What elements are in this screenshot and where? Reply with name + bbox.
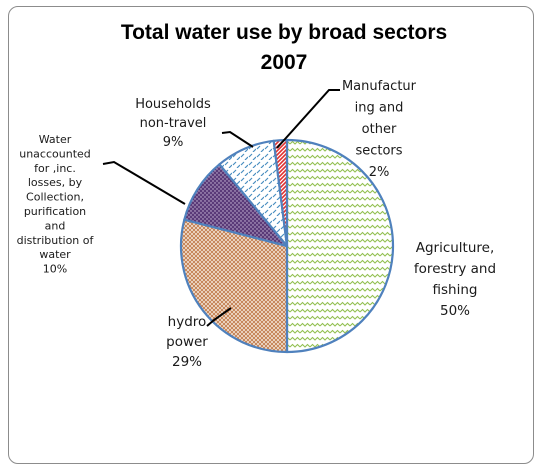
slice-label-line: distribution of <box>17 234 95 247</box>
slice-label-line: hydro <box>168 314 207 330</box>
slice-label-line: Water <box>39 133 72 146</box>
slice-label-line: ing and <box>355 101 404 116</box>
pie-slices <box>179 138 395 354</box>
slice-label-line: Households <box>135 97 211 112</box>
slice-label-line: sectors <box>355 144 402 159</box>
pie-slice-agriculture-forestry-and-fishing <box>285 138 395 354</box>
slice-label-water-unaccounted-for-inc-losses-by-collection-purification-and-distribution-of-water: Water unaccounted for ,inc. losses, by Colle… <box>17 133 95 276</box>
chart-title-line-2: 2007 <box>261 51 308 74</box>
slice-label-line: for ,inc. <box>34 162 76 175</box>
pie-slice-manufacturing-and-other-sectors <box>272 138 289 248</box>
slice-label-line: water <box>39 248 71 261</box>
slice-label-households-non-travel: Households non-travel 9% <box>135 97 211 150</box>
slice-label-line: 29% <box>172 354 202 370</box>
slice-labels: Agriculture, forestry and fishing 50% hydro p… <box>17 79 496 370</box>
slice-label-line: unaccounted <box>19 147 91 160</box>
slice-label-line: Agriculture, <box>416 240 495 256</box>
slice-label-line: and <box>45 219 66 232</box>
slice-label-line: 9% <box>163 135 184 150</box>
leader-line-1 <box>206 307 232 327</box>
slice-label-agriculture-forestry-and-fishing: Agriculture, forestry and fishing 50% <box>414 240 496 319</box>
slice-label-line: losses, by <box>28 176 83 189</box>
slice-label-line: purification <box>24 205 86 218</box>
slice-label-line: forestry and <box>414 261 496 277</box>
slice-label-line: Manufactur <box>342 79 417 94</box>
slice-label-line: power <box>166 334 208 350</box>
slice-label-line: non-travel <box>140 116 207 131</box>
slice-label-line: 50% <box>440 303 470 319</box>
leader-lines <box>102 89 340 327</box>
leader-line-3 <box>221 130 254 148</box>
leader-line-2 <box>102 160 186 205</box>
pie-slice-hydro-power <box>179 218 289 354</box>
leader-line-4 <box>276 89 340 149</box>
slice-label-line: Collection, <box>26 191 84 204</box>
slice-label-line: 2% <box>369 165 390 180</box>
slice-label-manufacturing-and-other-sectors: Manufactur ing and other sectors 2% <box>342 79 417 180</box>
slice-label-hydro-power: hydro power 29% <box>166 314 208 370</box>
slice-label-line: fishing <box>433 282 478 298</box>
chart-title-line-1: Total water use by broad sectors <box>121 21 447 44</box>
slice-label-line: 10% <box>43 263 67 276</box>
slice-label-line: other <box>362 122 397 137</box>
